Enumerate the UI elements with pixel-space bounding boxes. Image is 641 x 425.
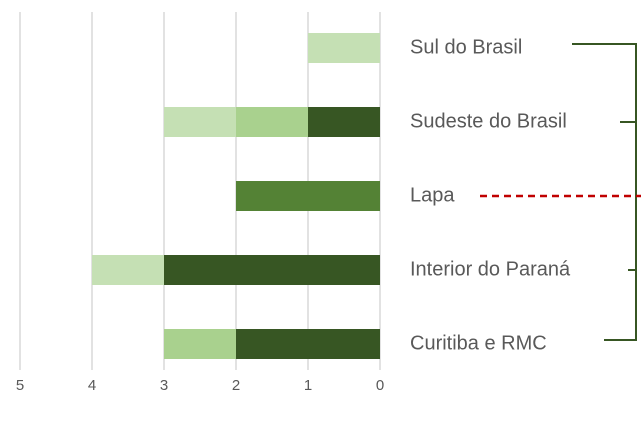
bar-segment — [236, 181, 380, 211]
bar-segment — [236, 107, 308, 137]
category-label: Lapa — [410, 184, 455, 206]
bar-segment — [164, 329, 236, 359]
x-tick-label: 2 — [232, 377, 240, 394]
category-label: Curitiba e RMC — [410, 332, 547, 354]
category-label: Interior do Paraná — [410, 258, 571, 280]
bar-segment — [236, 329, 380, 359]
category-label: Sul do Brasil — [410, 36, 522, 58]
bar-segment — [308, 33, 380, 63]
bar-segment — [92, 255, 164, 285]
x-tick-label: 4 — [88, 377, 96, 394]
bracket-line — [572, 43, 637, 341]
x-tick-label: 5 — [16, 377, 24, 394]
bar-segment — [164, 107, 236, 137]
bracket — [572, 43, 637, 341]
bar-segment — [308, 107, 380, 137]
x-tick-label: 1 — [304, 377, 312, 394]
x-tick-label: 3 — [160, 377, 168, 394]
bar-segment — [164, 255, 380, 285]
category-label: Sudeste do Brasil — [410, 110, 567, 132]
x-tick-label: 0 — [376, 377, 384, 394]
